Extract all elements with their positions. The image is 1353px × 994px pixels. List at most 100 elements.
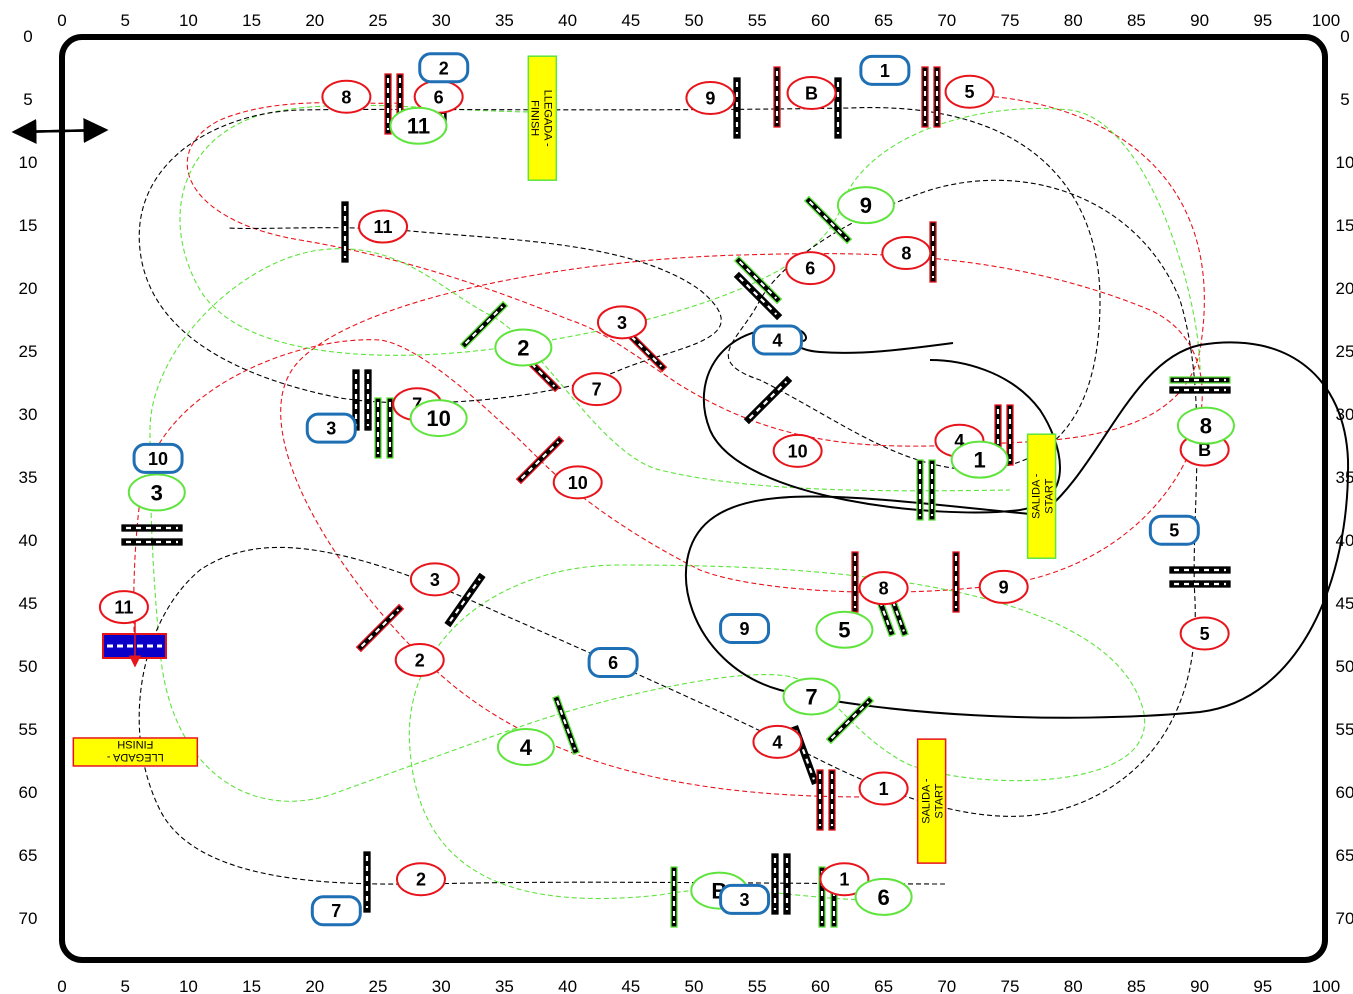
sign-text-line1: LLEGADA - [107,751,164,763]
jump-pole [783,853,791,915]
course-marker-green: 1 [950,440,1009,479]
course-marker-red: 3 [596,305,647,340]
jump-pole [933,66,941,128]
x-tick-label: 100 [1312,11,1340,30]
x-tick-label: 30 [432,11,451,30]
y-tick-label: 25 [1336,342,1353,361]
course-marker-green: 7 [782,677,841,716]
x-tick-label: 100 [1312,977,1340,994]
sign-text-line2: FINISH [528,100,540,136]
sign-text-line2: FINISH [117,738,153,750]
x-tick-label: 40 [558,977,577,994]
y-tick-label: 30 [1336,405,1353,424]
jump-pole [825,695,875,745]
jump-pole [733,271,783,321]
marker-label: 3 [617,313,627,333]
marker-label: 9 [860,193,872,218]
y-tick-label: 60 [19,783,38,802]
x-tick-label: 65 [874,977,893,994]
course-marker-blue: 3 [305,412,357,444]
course-marker-red: 5 [1179,616,1230,651]
jump-pole [1169,566,1231,574]
sign-text-line1: LLEGADA - [541,90,553,147]
y-tick-label: 45 [19,594,38,613]
jump-pole [444,572,486,628]
course-marker-green: 10 [409,399,468,438]
course-marker-red: 5 [944,74,995,109]
y-tick-label: 40 [1336,531,1353,550]
marker-label: 3 [151,480,163,505]
x-tick-label: 75 [1001,11,1020,30]
jump-pole [743,375,793,425]
sign-text-line1: SALIDA - [921,778,933,824]
x-tick-label: 95 [1253,11,1272,30]
x-tick-label: 15 [242,977,261,994]
x-tick-label: 20 [305,977,324,994]
x-axis-top: 0 5 10 15 20 25 30 35 40 45 50 55 60 65 70 75 80 85 90 95 10… [57,11,1340,30]
x-tick-label: 75 [1001,977,1020,994]
marker-label: 6 [608,653,618,673]
y-tick-label: 45 [1336,594,1353,613]
x-tick-label: 90 [1190,977,1209,994]
y-tick-label: 15 [1336,216,1353,235]
marker-label: 4 [772,732,782,752]
marker-label: 9 [705,89,715,109]
x-tick-label: 5 [120,11,129,30]
x-tick-label: 35 [495,11,514,30]
y-axis-left: 0 5 10 15 20 25 30 35 40 45 50 55 60 65 70 [19,27,38,928]
course-marker-red: 9 [978,569,1029,604]
marker-label: 2 [415,650,425,670]
marker-label: 6 [877,885,889,910]
jump-pole [1006,404,1014,466]
marker-label: 8 [341,87,351,107]
marker-label: 10 [148,449,168,469]
x-tick-label: 85 [1127,977,1146,994]
jump-pole [374,397,382,459]
marker-label: 1 [839,870,849,890]
marker-label: 1 [880,61,890,81]
x-tick-label: 70 [937,11,956,30]
start-finish-sign: SALIDA - START [916,738,947,864]
x-tick-label: 45 [621,977,640,994]
marker-label: 1 [879,779,889,799]
course-marker-red: 1 [858,771,909,806]
y-tick-label: 55 [1336,720,1353,739]
jump-pole [928,459,936,521]
jump-pole [828,769,836,831]
marker-label: B [1198,440,1211,460]
jump-pole [384,73,392,135]
y-tick-label: 5 [23,90,32,109]
jump-pole [386,397,394,459]
course-marker-red: B [786,76,837,110]
x-tick-label: 50 [685,11,704,30]
jump-pole [121,538,183,546]
x-tick-label: 60 [811,11,830,30]
jump-pole [364,369,372,431]
jump-pole [121,524,183,532]
green-route [149,104,1201,901]
y-tick-label: 25 [19,342,38,361]
jump-pole [1169,580,1231,588]
x-tick-label: 80 [1064,11,1083,30]
x-tick-label: 90 [1190,11,1209,30]
red-route [133,94,1205,798]
y-tick-label: 55 [19,720,38,739]
y-tick-label: 40 [19,531,38,550]
course-marker-green: 4 [496,727,555,766]
jump-pole [921,66,929,128]
marker-label: 8 [879,579,889,599]
jump-pole [552,694,580,756]
course-marker-green: 9 [836,186,895,225]
course-marker-red: 8 [881,236,932,271]
jump-pole [952,551,960,613]
y-tick-label: 60 [1336,783,1353,802]
x-tick-label: 10 [179,11,198,30]
course-marker-blue: 2 [418,52,470,84]
x-tick-label: 50 [685,977,704,994]
marker-label: 6 [434,87,444,107]
x-tick-label: 70 [937,977,956,994]
y-tick-label: 10 [1336,153,1353,172]
jump-pole [771,853,779,915]
jump-pole [515,435,565,485]
y-tick-label: 10 [19,153,38,172]
